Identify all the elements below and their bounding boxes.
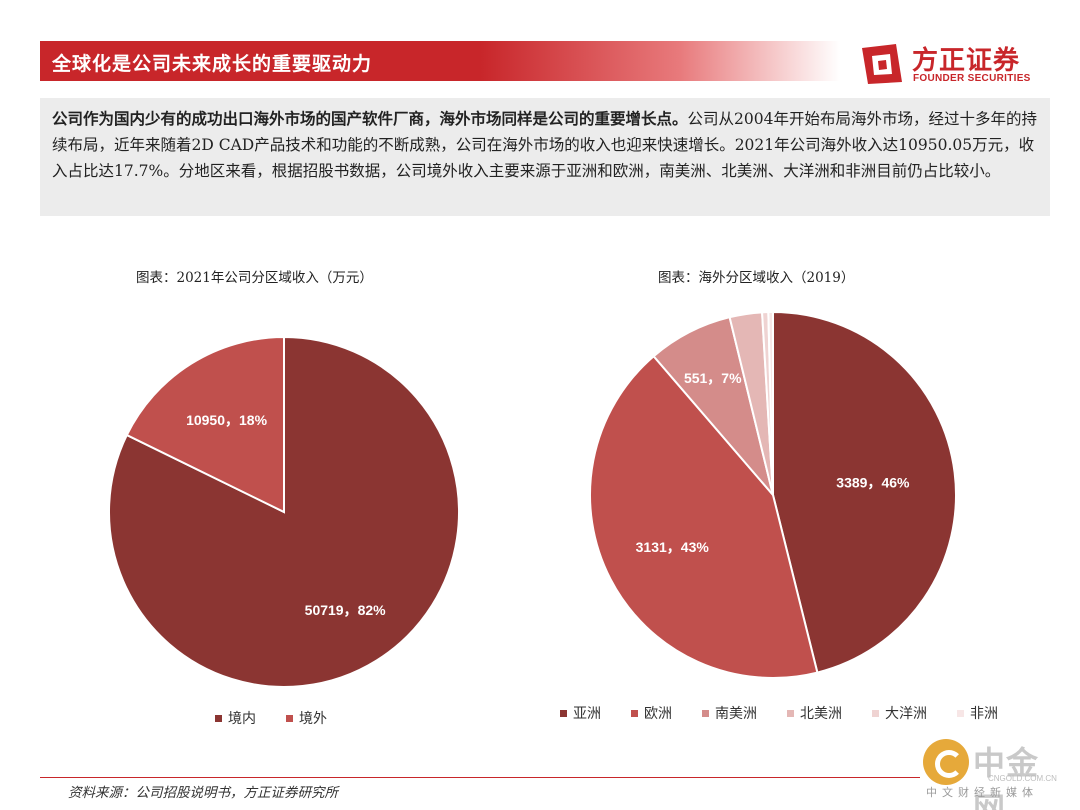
data-label-南美洲: 551，7% <box>684 370 742 386</box>
pie-slice-境外 <box>125 335 285 514</box>
chart-title-left: 图表：2021年公司分区域收入（万元） <box>136 270 373 286</box>
legend-label: 北美洲 <box>800 706 842 722</box>
watermark-logo-icon <box>923 739 969 785</box>
legend-label: 非洲 <box>970 706 998 722</box>
legend-swatch <box>872 709 879 717</box>
footer-divider <box>40 777 920 778</box>
logo-text-cn: 方正证券 <box>912 46 1021 76</box>
legend-item-亚洲: 亚洲 <box>560 703 601 723</box>
legend-label: 南美洲 <box>715 706 757 722</box>
legend-label: 大洋洲 <box>885 706 927 722</box>
legend-right: 亚洲 欧洲 南美洲 北美洲 大洋洲 非洲 <box>560 703 998 723</box>
legend-swatch <box>215 714 222 722</box>
watermark-text: 中金网 <box>973 744 1040 810</box>
legend-label: 欧洲 <box>644 706 672 722</box>
legend-item-北美洲: 北美洲 <box>787 703 842 723</box>
pie-slice-欧洲 <box>589 354 819 679</box>
intro-paragraph: 公司作为国内少有的成功出口海外市场的国产软件厂商，海外市场同样是公司的重要增长点… <box>40 98 1050 216</box>
pie-slice-亚洲 <box>772 310 957 674</box>
pie-slice-非洲 <box>767 310 774 496</box>
legend-item-境内: 境内 <box>215 708 256 728</box>
data-label-欧洲: 3131，43% <box>636 539 710 555</box>
data-label-亚洲: 3389，46% <box>836 475 910 491</box>
legend-label: 境内 <box>228 711 256 727</box>
watermark-url: CNGOLD.COM.CN <box>988 774 1057 783</box>
legend-swatch <box>787 709 794 717</box>
legend-label: 亚洲 <box>573 706 601 722</box>
legend-swatch <box>702 709 709 717</box>
legend-item-境外: 境外 <box>286 708 327 728</box>
watermark: 中金网 CNGOLD.COM.CN 中文财经新媒体 <box>918 736 1068 810</box>
founder-logo: 方正证券 FOUNDER SECURITIES <box>860 40 1050 90</box>
intro-bold-text: 公司作为国内少有的成功出口海外市场的国产软件厂商，海外市场同样是公司的重要增长点… <box>52 109 688 128</box>
legend-swatch <box>957 709 964 717</box>
data-label-境外: 10950，18% <box>186 412 268 428</box>
legend-label: 境外 <box>299 711 327 727</box>
legend-item-大洋洲: 大洋洲 <box>872 703 927 723</box>
watermark-subtitle: 中文财经新媒体 <box>926 786 1038 799</box>
legend-item-欧洲: 欧洲 <box>631 703 672 723</box>
legend-item-南美洲: 南美洲 <box>702 703 757 723</box>
chart-title-right: 图表：海外分区域收入（2019） <box>658 270 855 286</box>
legend-item-非洲: 非洲 <box>957 703 998 723</box>
pie-chart-regional-revenue: 50719，82% 10950，18% <box>108 335 460 688</box>
section-title-bar: 全球化是公司未来成长的重要驱动力 <box>40 41 840 81</box>
legend-swatch <box>631 709 638 717</box>
logo-text-en: FOUNDER SECURITIES <box>913 73 1031 84</box>
source-note: 资料来源：公司招股说明书，方正证券研究所 <box>68 785 338 801</box>
legend-swatch <box>560 709 567 717</box>
intro-body-text: 公司从2004年开始布局海外市场，经过十多年的持续布局，近年来随着2D CAD产… <box>52 110 1037 180</box>
data-label-境内: 50719，82% <box>305 602 387 618</box>
legend-left: 境内 境外 <box>215 708 327 728</box>
pie-chart-overseas-revenue: 3389，46% 3131，43% 551，7% <box>589 310 957 679</box>
page-title: 全球化是公司未来成长的重要驱动力 <box>52 53 373 75</box>
legend-swatch <box>286 714 293 722</box>
founder-logo-icon <box>862 44 902 84</box>
